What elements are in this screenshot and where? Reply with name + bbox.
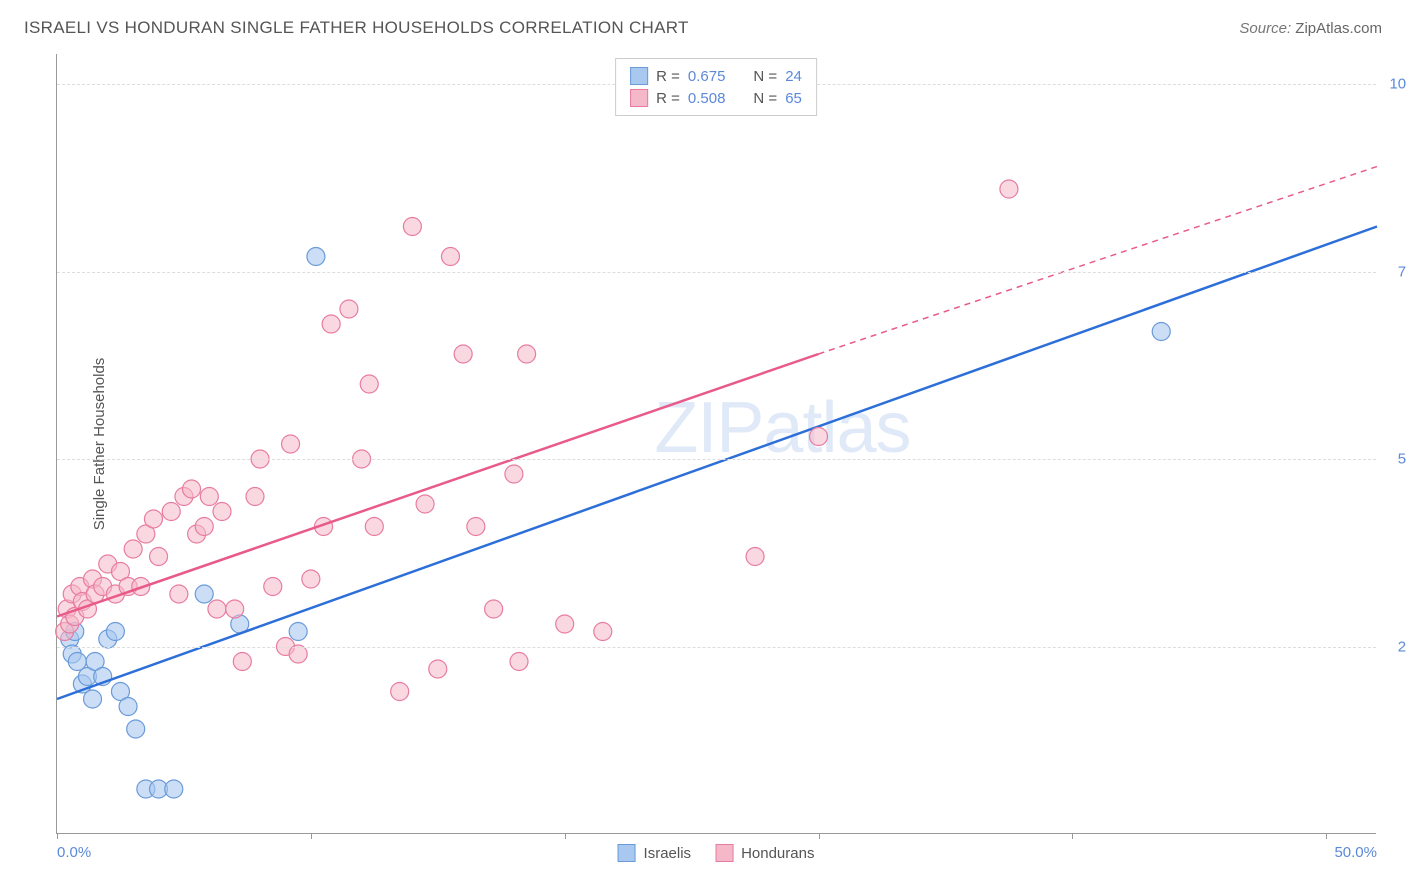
legend-bottom: Israelis Hondurans xyxy=(618,844,815,862)
scatter-point xyxy=(233,653,251,671)
scatter-point xyxy=(264,578,282,596)
scatter-point xyxy=(195,518,213,536)
x-tick xyxy=(565,833,566,839)
scatter-point xyxy=(127,720,145,738)
legend-row: R = 0.675 N = 24 xyxy=(630,65,802,87)
scatter-point xyxy=(518,345,536,363)
scatter-point xyxy=(1000,180,1018,198)
scatter-point xyxy=(403,218,421,236)
scatter-point xyxy=(84,690,102,708)
source-label: Source: xyxy=(1239,20,1291,37)
scatter-point xyxy=(282,435,300,453)
gridline-h xyxy=(57,647,1376,648)
legend-n-label: N = xyxy=(753,68,777,85)
scatter-point xyxy=(213,503,231,521)
scatter-point xyxy=(289,623,307,641)
plot-svg xyxy=(57,54,1377,834)
scatter-point xyxy=(144,510,162,528)
x-tick xyxy=(57,833,58,839)
legend-r-value: 0.508 xyxy=(688,90,726,107)
scatter-point xyxy=(322,315,340,333)
x-tick xyxy=(819,833,820,839)
y-tick-label: 5.0% xyxy=(1398,451,1406,468)
scatter-point xyxy=(556,615,574,633)
scatter-point xyxy=(360,375,378,393)
scatter-point xyxy=(150,548,168,566)
regression-line xyxy=(57,354,819,617)
scatter-point xyxy=(365,518,383,536)
legend-swatch xyxy=(630,67,648,85)
x-tick xyxy=(1326,833,1327,839)
scatter-point xyxy=(183,480,201,498)
chart-container: Single Father Households ZIPatlas 2.5%5.… xyxy=(56,54,1376,834)
source-attribution: Source: ZipAtlas.com xyxy=(1239,20,1382,37)
x-tick-label: 50.0% xyxy=(1334,844,1377,861)
scatter-point xyxy=(246,488,264,506)
scatter-point xyxy=(170,585,188,603)
chart-header: ISRAELI VS HONDURAN SINGLE FATHER HOUSEH… xyxy=(0,0,1406,46)
scatter-point xyxy=(467,518,485,536)
legend-n-value: 24 xyxy=(785,68,802,85)
legend-r-label: R = xyxy=(656,90,680,107)
scatter-point xyxy=(226,600,244,618)
legend-bottom-item: Israelis xyxy=(618,844,692,862)
x-tick xyxy=(311,833,312,839)
scatter-point xyxy=(441,248,459,266)
legend-r-label: R = xyxy=(656,68,680,85)
legend-n-label: N = xyxy=(753,90,777,107)
scatter-point xyxy=(106,623,124,641)
scatter-point xyxy=(124,540,142,558)
legend-swatch xyxy=(715,844,733,862)
legend-swatch xyxy=(630,89,648,107)
legend-swatch xyxy=(618,844,636,862)
scatter-point xyxy=(810,428,828,446)
scatter-point xyxy=(119,698,137,716)
gridline-h xyxy=(57,459,1376,460)
scatter-point xyxy=(391,683,409,701)
legend-top: R = 0.675 N = 24 R = 0.508 N = 65 xyxy=(615,58,817,116)
scatter-point xyxy=(594,623,612,641)
chart-title: ISRAELI VS HONDURAN SINGLE FATHER HOUSEH… xyxy=(24,18,689,38)
scatter-point xyxy=(746,548,764,566)
scatter-point xyxy=(208,600,226,618)
scatter-point xyxy=(302,570,320,588)
scatter-point xyxy=(505,465,523,483)
legend-bottom-item: Hondurans xyxy=(715,844,814,862)
scatter-point xyxy=(289,645,307,663)
scatter-point xyxy=(429,660,447,678)
y-tick-label: 2.5% xyxy=(1398,638,1406,655)
legend-r-value: 0.675 xyxy=(688,68,726,85)
y-tick-label: 10.0% xyxy=(1389,76,1406,93)
scatter-point xyxy=(454,345,472,363)
scatter-point xyxy=(165,780,183,798)
legend-bottom-label: Hondurans xyxy=(741,845,814,862)
scatter-point xyxy=(195,585,213,603)
scatter-point xyxy=(200,488,218,506)
plot-area: Single Father Households ZIPatlas 2.5%5.… xyxy=(56,54,1376,834)
x-tick-label: 0.0% xyxy=(57,844,91,861)
scatter-point xyxy=(416,495,434,513)
legend-n-value: 65 xyxy=(785,90,802,107)
gridline-h xyxy=(57,272,1376,273)
source-value: ZipAtlas.com xyxy=(1295,20,1382,37)
scatter-point xyxy=(1152,323,1170,341)
legend-row: R = 0.508 N = 65 xyxy=(630,87,802,109)
scatter-point xyxy=(510,653,528,671)
scatter-point xyxy=(162,503,180,521)
x-tick xyxy=(1072,833,1073,839)
y-tick-label: 7.5% xyxy=(1398,263,1406,280)
scatter-point xyxy=(485,600,503,618)
scatter-point xyxy=(340,300,358,318)
scatter-point xyxy=(307,248,325,266)
legend-bottom-label: Israelis xyxy=(644,845,692,862)
